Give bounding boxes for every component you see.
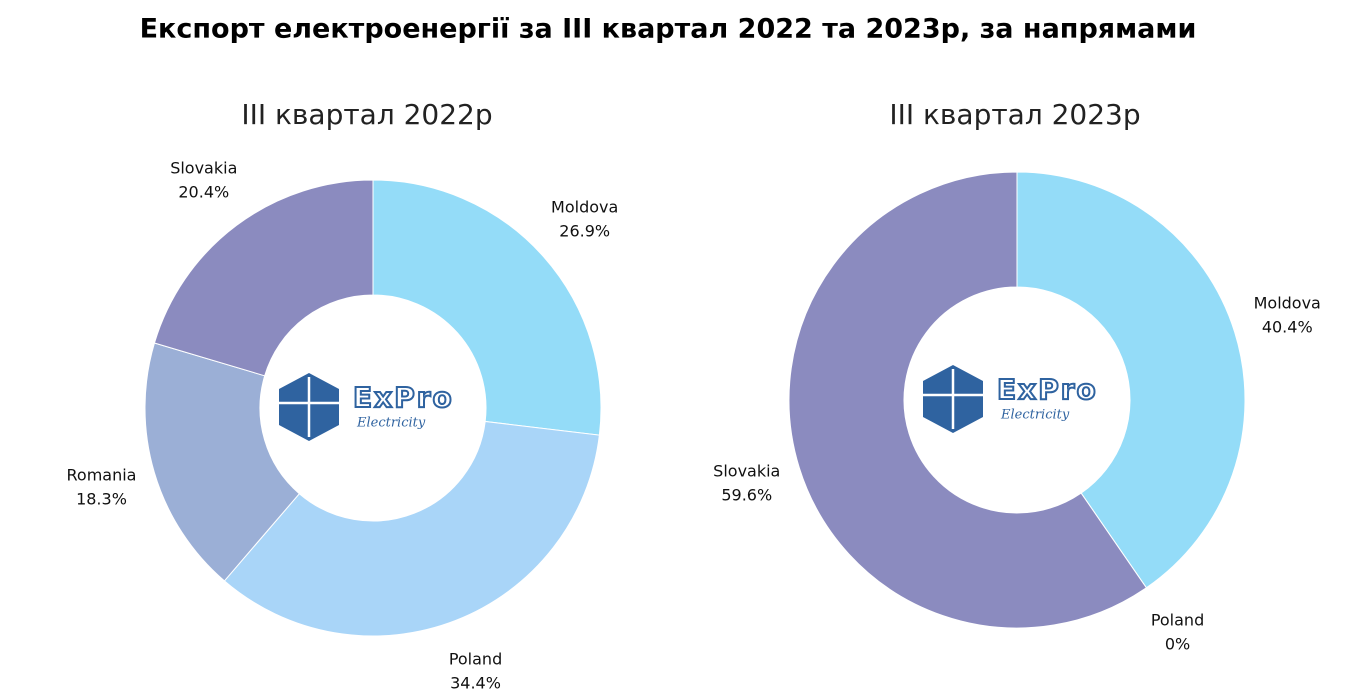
chart-title: III квартал 2022р bbox=[241, 98, 492, 131]
slice-value: 40.4% bbox=[1262, 317, 1313, 336]
slice-label: Slovakia bbox=[713, 462, 780, 481]
slice-value: 20.4% bbox=[178, 183, 229, 202]
slice-label: Romania bbox=[67, 465, 137, 484]
donut-slice bbox=[788, 171, 1148, 629]
slice-label: Moldova bbox=[1254, 293, 1321, 312]
slice-value: 34.4% bbox=[450, 673, 501, 692]
slice-label: Poland bbox=[1151, 611, 1204, 630]
slice-label: Poland bbox=[449, 649, 502, 668]
logo: ExPro Electricity bbox=[279, 373, 454, 441]
donut-slice bbox=[223, 420, 600, 637]
slice-value: 0% bbox=[1165, 635, 1190, 654]
logo-name: ExPro bbox=[353, 381, 454, 414]
logo-name: ExPro bbox=[997, 373, 1098, 406]
logo-tagline: Electricity bbox=[1000, 408, 1070, 423]
chart-title: III квартал 2023р bbox=[889, 98, 1140, 131]
slice-label: Slovakia bbox=[170, 159, 237, 178]
slice-value: 26.9% bbox=[559, 222, 610, 241]
donut-slice bbox=[153, 179, 374, 377]
slice-value: 18.3% bbox=[76, 489, 127, 508]
slice-value: 59.6% bbox=[721, 486, 772, 505]
donut-slice bbox=[372, 179, 602, 436]
donut-slice bbox=[144, 342, 301, 582]
slice-label: Moldova bbox=[551, 198, 618, 217]
main-title: Експорт електроенергії за III квартал 20… bbox=[140, 14, 1197, 45]
logo: ExPro Electricity bbox=[923, 365, 1098, 433]
logo-tagline: Electricity bbox=[356, 416, 426, 431]
donut-slice bbox=[1016, 171, 1246, 589]
